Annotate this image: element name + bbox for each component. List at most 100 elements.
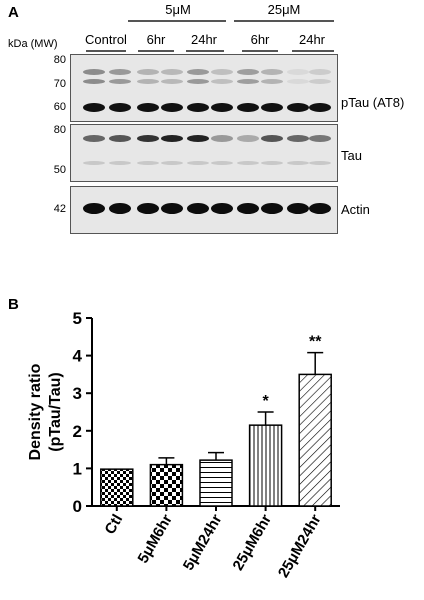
group-5um-label: 5μM	[165, 2, 191, 17]
ptau-band-upper	[83, 69, 105, 75]
time-25um-24hr: 24hr	[298, 32, 326, 47]
x-tick-label: 5μM6hr	[134, 511, 175, 566]
bar-1	[100, 468, 134, 507]
tau-band	[237, 135, 259, 142]
tau-band	[137, 135, 159, 142]
actin-band	[237, 203, 259, 214]
tau-band-faint	[237, 161, 259, 165]
mw-marker-80: 80	[53, 54, 66, 66]
ptau-band-upper	[309, 69, 331, 75]
ptau-band-upper	[109, 79, 131, 84]
mw-marker-tau-80: 80	[53, 124, 66, 136]
tau-band	[187, 135, 209, 142]
tau-band-faint	[187, 161, 209, 165]
ptau-band-upper	[237, 79, 259, 84]
actin-band	[161, 203, 183, 214]
actin-band	[261, 203, 283, 214]
actin-band	[211, 203, 233, 214]
y-tick-label: 4	[73, 347, 83, 366]
tau-band	[309, 135, 331, 142]
tau-band	[261, 135, 283, 142]
actin-blot-label: Actin	[341, 202, 370, 217]
tau-band	[109, 135, 131, 142]
ptau-band-upper	[83, 79, 105, 84]
rule-5um-24hr	[186, 50, 224, 52]
control-rule	[86, 50, 126, 52]
ptau-band-upper	[187, 69, 209, 75]
tau-band	[161, 135, 183, 142]
panel-b-letter: B	[8, 296, 19, 313]
ptau-band-upper	[109, 69, 131, 75]
actin-band	[109, 203, 131, 214]
significance-marker: **	[309, 334, 322, 351]
tau-band-faint	[211, 161, 233, 165]
actin-band	[187, 203, 209, 214]
control-label: Control	[85, 32, 127, 47]
ptau-band-upper	[261, 69, 283, 75]
ptau-band-60	[261, 103, 283, 112]
ptau-band-60	[161, 103, 183, 112]
rule-25um-24hr	[292, 50, 334, 52]
tau-blot-label: Tau	[341, 148, 362, 163]
ptau-band-upper	[137, 79, 159, 84]
ptau-band-60	[109, 103, 131, 112]
x-tick-label: Ctl	[102, 512, 127, 538]
actin-blot	[70, 186, 338, 234]
y-tick-label: 1	[73, 459, 82, 478]
mw-marker-42: 42	[53, 203, 66, 215]
y-axis-label-line2: (pTau/Tau)	[47, 372, 64, 451]
mw-caption: kDa (MW)	[8, 38, 58, 50]
time-25um-6hr: 6hr	[250, 32, 270, 47]
tau-band-faint	[161, 161, 183, 165]
ptau-band-60	[211, 103, 233, 112]
y-tick-label: 3	[73, 384, 82, 403]
ptau-band-upper	[287, 79, 309, 84]
ptau-band-upper	[161, 69, 183, 75]
bar-2	[149, 463, 184, 507]
tau-band-faint	[137, 161, 159, 165]
tau-band	[211, 135, 233, 142]
actin-band	[83, 203, 105, 214]
tau-band-faint	[83, 161, 105, 165]
actin-band	[137, 203, 159, 214]
ptau-band-upper	[187, 79, 209, 84]
x-tick-label: 25μM24hr	[275, 511, 325, 580]
ptau-band-60	[287, 103, 309, 112]
ptau-band-upper	[237, 69, 259, 75]
y-tick-label: 0	[73, 497, 82, 516]
tau-band-faint	[287, 161, 309, 165]
rule-5um-6hr	[138, 50, 174, 52]
tau-band-faint	[261, 161, 283, 165]
group-25um-label: 25μM	[267, 2, 301, 17]
bar-3	[199, 459, 233, 507]
ptau-band-upper	[211, 69, 233, 75]
rule-25um-6hr	[242, 50, 278, 52]
ptau-band-60	[137, 103, 159, 112]
mw-marker-tau-50: 50	[53, 164, 66, 176]
tau-band	[287, 135, 309, 142]
bar-4	[248, 424, 283, 507]
ptau-blot-label: pTau (AT8)	[341, 95, 405, 110]
tau-band-faint	[309, 161, 331, 165]
ptau-band-60	[237, 103, 259, 112]
density-ratio-chart: Density ratio (pTau/Tau) 0 1 2 3 4 5 Ctl 5μM6hr…	[27, 309, 340, 581]
y-axis-label-line1: Density ratio	[27, 363, 44, 460]
y-tick-label: 5	[73, 309, 82, 328]
time-5um-24hr: 24hr	[190, 32, 218, 47]
ptau-band-60	[83, 103, 105, 112]
group-25um-rule	[234, 20, 334, 22]
ptau-band-upper	[211, 79, 233, 84]
ptau-band-60	[309, 103, 331, 112]
actin-band	[287, 203, 309, 214]
y-tick-label: 2	[73, 422, 82, 441]
tau-band	[83, 135, 105, 142]
ptau-band-upper	[287, 69, 309, 75]
ptau-band-upper	[137, 69, 159, 75]
significance-marker: *	[262, 393, 269, 410]
x-tick-label: 25μM6hr	[229, 511, 275, 573]
time-5um-6hr: 6hr	[146, 32, 166, 47]
ptau-band-upper	[309, 79, 331, 84]
mw-marker-60: 60	[53, 101, 66, 113]
ptau-band-60	[187, 103, 209, 112]
panel-a-letter: A	[8, 4, 19, 21]
